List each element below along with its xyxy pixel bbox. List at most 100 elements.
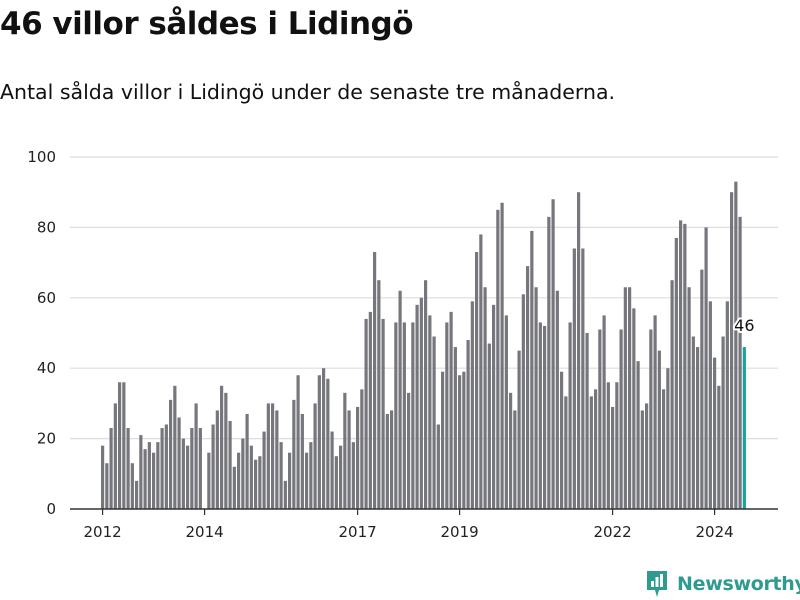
bar	[560, 371, 564, 509]
bar-chart: 0 20 40 60 80 100 2012 2014 2017 2019 2022 2024 46	[27, 148, 778, 541]
bar	[164, 424, 168, 509]
y-tick-label: 20	[37, 430, 56, 448]
bar	[632, 308, 636, 509]
bar	[402, 322, 406, 509]
x-tick-label: 2012	[84, 523, 122, 541]
bar	[368, 311, 372, 509]
newsworthy-logo-icon	[647, 571, 667, 597]
bar	[237, 452, 241, 509]
newsworthy-logo: Newsworthy	[645, 569, 800, 599]
bar	[436, 424, 440, 509]
bar	[645, 403, 649, 509]
bar	[258, 456, 262, 509]
bar	[356, 406, 360, 509]
bar	[126, 428, 130, 509]
bar	[594, 389, 598, 509]
bar	[245, 413, 249, 509]
bar	[160, 428, 164, 509]
bar	[543, 325, 547, 509]
bar	[207, 452, 211, 509]
bars	[101, 181, 746, 510]
bar	[730, 192, 734, 509]
bar-highlight	[742, 347, 746, 509]
bar	[283, 480, 287, 509]
bar	[275, 410, 279, 509]
bar	[254, 459, 258, 509]
bar	[432, 336, 436, 509]
bar	[496, 209, 500, 510]
bar	[713, 357, 717, 509]
bar	[577, 192, 581, 509]
bar	[147, 442, 151, 509]
bar	[521, 294, 525, 509]
bar	[300, 413, 304, 509]
bar	[288, 452, 292, 509]
bar	[373, 252, 377, 510]
bar	[271, 403, 275, 509]
bar	[445, 322, 449, 509]
bar	[228, 421, 232, 509]
bar	[589, 396, 593, 509]
bar	[513, 410, 517, 509]
bar	[475, 252, 479, 510]
bar	[224, 392, 228, 509]
bar	[538, 322, 542, 509]
bar	[186, 445, 190, 509]
bar	[517, 350, 521, 509]
bar	[292, 399, 296, 509]
bar	[564, 396, 568, 509]
bar	[602, 315, 606, 509]
bar	[628, 287, 632, 509]
bar	[330, 431, 334, 509]
bar	[415, 304, 419, 509]
chart-title: 46 villor såldes i Lidingö	[0, 6, 414, 42]
bar	[479, 234, 483, 509]
bar	[738, 216, 742, 509]
bar	[118, 382, 122, 509]
bar	[674, 237, 678, 509]
brand-name: Newsworthy	[677, 573, 800, 595]
x-tick-label: 2014	[186, 523, 224, 541]
bar	[662, 389, 666, 509]
bar	[385, 413, 389, 509]
bar	[156, 442, 160, 509]
bar	[313, 403, 317, 509]
bar	[551, 199, 555, 510]
bar	[653, 315, 657, 509]
bar	[377, 280, 381, 509]
x-tick-label: 2017	[339, 523, 377, 541]
bar	[262, 431, 266, 509]
bar	[691, 336, 695, 509]
bar	[725, 301, 729, 509]
bar	[470, 301, 474, 509]
bar	[526, 266, 530, 509]
bar	[390, 410, 394, 509]
bar	[462, 371, 466, 509]
bar	[466, 340, 470, 509]
bar	[411, 322, 415, 509]
bar	[101, 445, 105, 509]
bar	[326, 378, 330, 509]
bar	[666, 368, 670, 509]
y-tick-label: 100	[27, 148, 56, 166]
bar	[670, 280, 674, 509]
bar	[215, 410, 219, 509]
bar	[453, 347, 457, 509]
y-tick-label: 0	[46, 500, 56, 518]
bar	[241, 438, 245, 509]
bar	[509, 392, 513, 509]
bar	[696, 347, 700, 509]
bar	[419, 297, 423, 509]
bar	[555, 290, 559, 509]
bar	[572, 248, 576, 509]
bar	[704, 227, 708, 509]
x-tick-label: 2019	[441, 523, 479, 541]
bar	[198, 428, 202, 509]
bar	[181, 438, 185, 509]
bar	[708, 301, 712, 509]
bar	[636, 361, 640, 509]
bar	[611, 406, 615, 509]
bar	[169, 399, 173, 509]
y-tick-label: 40	[37, 359, 56, 377]
data-labels: 46	[732, 314, 756, 337]
